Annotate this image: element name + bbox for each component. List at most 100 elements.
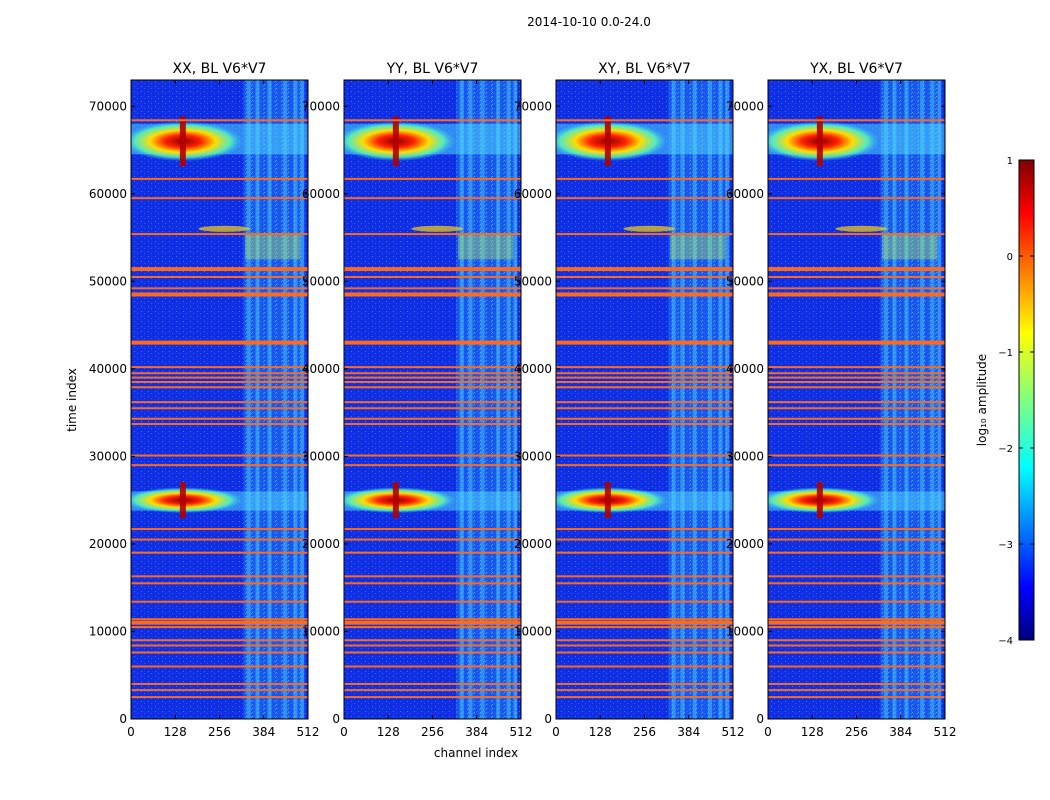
y-tick-label: 30000 xyxy=(89,449,127,463)
flagged-row xyxy=(131,696,308,699)
panel-title: YY, BL V6*V7 xyxy=(386,61,479,77)
x-tick-label: 384 xyxy=(889,725,912,739)
flagged-row xyxy=(768,407,945,410)
flagged-row xyxy=(768,380,945,383)
colorbar-ticks: −4 −3 −2 −1 0 1 xyxy=(998,156,1034,647)
flagged-row xyxy=(768,626,945,629)
flagged-row xyxy=(344,689,521,692)
flagged-row xyxy=(131,417,308,420)
flagged-row xyxy=(556,464,733,467)
flagged-row xyxy=(556,417,733,420)
y-tick-label: 50000 xyxy=(514,274,552,288)
panel-2: YY, BL V6*V7 0 128 256 384 512 0 10000 20000 3000… xyxy=(302,61,533,739)
x-tick-label: 256 xyxy=(633,725,656,739)
flagged-row xyxy=(344,407,521,410)
x-tick-label: 512 xyxy=(934,725,957,739)
flagged-row xyxy=(556,197,733,200)
spectral-band-stripe xyxy=(725,80,730,719)
flagged-row xyxy=(556,551,733,554)
y-tick-label: 40000 xyxy=(514,362,552,376)
flagged-row xyxy=(344,618,521,621)
flagged-row xyxy=(768,651,945,654)
panel-title: YX, BL V6*V7 xyxy=(809,61,903,77)
panel-title: XX, BL V6*V7 xyxy=(173,61,267,77)
spectral-band-texture xyxy=(243,80,304,719)
flagged-row-wide xyxy=(768,292,945,297)
flagged-row xyxy=(131,689,308,692)
flagged-row xyxy=(556,528,733,531)
colorbar-gradient xyxy=(1018,159,1035,641)
flagged-row xyxy=(131,682,308,685)
flagged-row xyxy=(131,386,308,389)
heatmap-image xyxy=(344,80,521,719)
flagged-row xyxy=(556,454,733,457)
source-glow xyxy=(556,487,668,514)
flagged-row xyxy=(344,233,521,236)
source-band xyxy=(670,233,726,260)
flagged-row-wide xyxy=(344,267,521,272)
spectral-band-stripe xyxy=(506,80,511,719)
flagged-row xyxy=(768,417,945,420)
flagged-row xyxy=(768,119,945,122)
flagged-row xyxy=(556,177,733,180)
y-tick-label: 50000 xyxy=(302,274,340,288)
flagged-row xyxy=(556,376,733,379)
source-band xyxy=(882,233,938,260)
colorbar-tick-label: −4 xyxy=(998,636,1013,647)
flagged-row xyxy=(556,275,733,278)
source-core xyxy=(816,482,823,519)
colorbar: −4 −3 −2 −1 0 1 log₁₀ amplitude xyxy=(975,156,1035,647)
flagged-row xyxy=(556,538,733,541)
y-tick-label: 70000 xyxy=(514,99,552,113)
flagged-row xyxy=(131,423,308,426)
x-tick-label: 128 xyxy=(164,725,187,739)
flagged-row xyxy=(344,376,521,379)
flagged-row xyxy=(768,689,945,692)
flagged-row xyxy=(556,651,733,654)
y-tick-label: 60000 xyxy=(302,187,340,201)
colorbar-tick-label: −1 xyxy=(998,348,1013,359)
x-tick-label: 128 xyxy=(377,725,400,739)
y-tick-label: 10000 xyxy=(514,624,552,638)
x-tick-label: 0 xyxy=(764,725,772,739)
flagged-row xyxy=(768,386,945,389)
spectral-band-texture xyxy=(880,80,941,719)
x-axis-label: channel index xyxy=(434,746,518,760)
spectral-band-stripe xyxy=(496,80,501,719)
panel-1: XX, BL V6*V7 0 128 256 384 512 0 10000 20000 3000… xyxy=(89,61,320,739)
source-glow xyxy=(768,121,880,162)
y-tick-label: 40000 xyxy=(302,362,340,376)
flagged-row xyxy=(344,528,521,531)
source-glow xyxy=(131,121,243,162)
panel-title: XY, BL V6*V7 xyxy=(598,61,691,77)
flagged-row-wide xyxy=(131,292,308,297)
figure-suptitle: 2014-10-10 0.0-24.0 xyxy=(527,15,651,29)
source-band xyxy=(245,233,301,260)
flagged-row xyxy=(131,233,308,236)
flagged-row xyxy=(556,423,733,426)
heatmap-image xyxy=(768,80,945,719)
y-tick-label: 0 xyxy=(544,712,552,726)
colorbar-tick-label: 0 xyxy=(1007,252,1013,263)
spectral-band-stripe xyxy=(904,80,909,719)
spectral-band-stripe xyxy=(930,80,935,719)
flagged-row xyxy=(344,626,521,629)
y-tick-label: 60000 xyxy=(514,187,552,201)
flagged-row xyxy=(768,366,945,369)
y-tick-label: 0 xyxy=(756,712,764,726)
flagged-row xyxy=(344,696,521,699)
y-tick-label: 40000 xyxy=(726,362,764,376)
flagged-row xyxy=(344,454,521,457)
flagged-row xyxy=(344,639,521,642)
flagged-row xyxy=(768,665,945,668)
flagged-row-wide xyxy=(768,267,945,272)
flagged-row xyxy=(768,696,945,699)
heatmap-image xyxy=(556,80,733,719)
x-tick-label: 512 xyxy=(510,725,533,739)
spectral-band-stripe xyxy=(480,80,485,719)
spectral-band-texture xyxy=(668,80,729,719)
flagged-row xyxy=(768,528,945,531)
source-glow xyxy=(198,225,251,232)
flagged-row xyxy=(344,682,521,685)
source-glow xyxy=(835,225,888,232)
